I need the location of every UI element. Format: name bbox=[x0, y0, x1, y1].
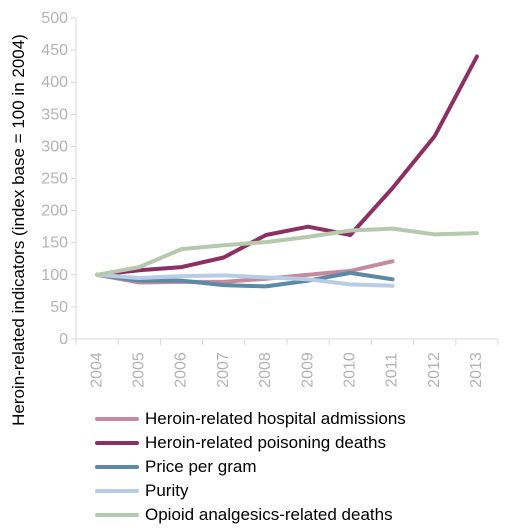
series-group bbox=[95, 54, 479, 289]
legend-label: Opioid analgesics-related deaths bbox=[145, 505, 393, 524]
legend-swatch bbox=[95, 417, 139, 421]
y-tick-label: 200 bbox=[41, 203, 68, 220]
y-tick-label: 350 bbox=[41, 106, 68, 123]
x-tick-label: 2012 bbox=[426, 352, 443, 388]
x-tick-label: 2005 bbox=[131, 352, 148, 388]
series-line-2 bbox=[95, 54, 479, 277]
y-axis-ticks: 0 50 100 150 200 250 300 350 400 450 500 bbox=[41, 10, 76, 348]
x-tick-label: 2011 bbox=[384, 353, 401, 388]
legend-swatch bbox=[95, 465, 139, 469]
legend-swatch bbox=[95, 489, 139, 493]
y-tick-label: 250 bbox=[41, 171, 68, 188]
series-line-3 bbox=[95, 270, 395, 289]
legend-item: Price per gram bbox=[95, 455, 406, 479]
y-tick-label: 100 bbox=[41, 267, 68, 284]
y-axis-label: Heroin-related indicators (index base = … bbox=[9, 34, 28, 426]
legend-item: Heroin-related hospital admissions bbox=[95, 407, 406, 431]
legend-label: Heroin-related hospital admissions bbox=[145, 409, 406, 428]
legend-item: Purity bbox=[95, 479, 406, 503]
x-axis-ticks: 2004 2005 2006 2007 2008 2009 2010 2011 2012 2013 bbox=[75, 339, 499, 388]
legend-item: Opioid analgesics-related deaths bbox=[95, 503, 406, 527]
x-tick-label: 2010 bbox=[342, 352, 359, 388]
y-tick-label: 450 bbox=[41, 42, 68, 59]
legend: Heroin-related hospital admissions Heroin… bbox=[95, 407, 406, 527]
legend-swatch bbox=[95, 441, 139, 445]
x-tick-label: 2009 bbox=[299, 352, 316, 388]
x-tick-label: 2008 bbox=[257, 352, 274, 388]
y-tick-label: 300 bbox=[41, 138, 68, 155]
y-tick-label: 500 bbox=[41, 10, 68, 27]
y-tick-label: 400 bbox=[41, 74, 68, 91]
legend-swatch bbox=[95, 513, 139, 517]
y-tick-label: 150 bbox=[41, 235, 68, 252]
series-line-5 bbox=[95, 226, 479, 277]
x-tick-label: 2006 bbox=[173, 352, 190, 388]
legend-label: Purity bbox=[145, 481, 189, 500]
legend-label: Price per gram bbox=[145, 457, 257, 476]
x-tick-label: 2004 bbox=[88, 352, 105, 388]
series-line-4 bbox=[95, 272, 395, 288]
x-tick-label: 2013 bbox=[468, 352, 485, 388]
y-tick-label: 50 bbox=[50, 299, 68, 316]
legend-item: Heroin-related poisoning deaths bbox=[95, 431, 406, 455]
legend-label: Heroin-related poisoning deaths bbox=[145, 433, 386, 452]
y-tick-label: 0 bbox=[59, 331, 68, 348]
x-tick-label: 2007 bbox=[215, 352, 232, 388]
